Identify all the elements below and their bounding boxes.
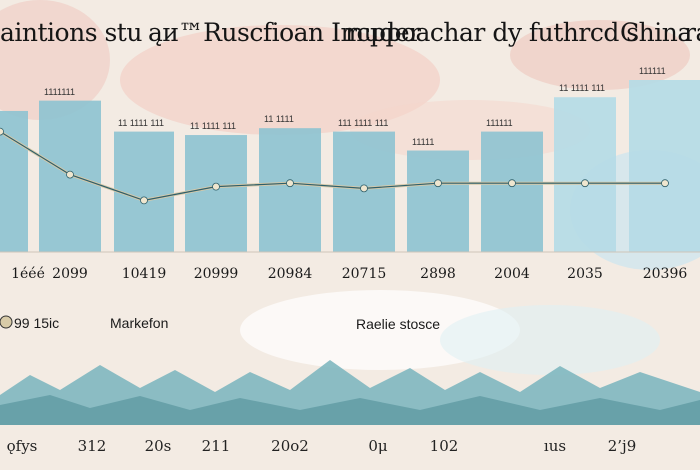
chart-title: aintions stu ąи™Ruscfioan Imuder rcppoac… — [0, 18, 700, 54]
x-tick-label: 20396 — [642, 266, 688, 282]
bar — [481, 131, 543, 252]
bottom-axis-label: 0μ — [368, 437, 388, 455]
line-series-outline — [0, 131, 665, 201]
bar-top-label: 111111 — [639, 66, 666, 76]
bar — [0, 110, 28, 253]
bar-top-label: 11 1111 111 — [118, 117, 165, 128]
bottom-axis-label: ǫfys — [6, 437, 38, 455]
x-tick-label: 2004 — [494, 266, 530, 282]
bottom-axis-label: 102 — [429, 437, 459, 455]
x-tick-label: 20999 — [193, 266, 239, 282]
x-tick-label: 1ééé — [11, 266, 45, 282]
bar-top-label: 11 1111 111 — [559, 83, 606, 94]
x-tick-label: 2099 — [52, 266, 88, 282]
line-point — [212, 182, 220, 191]
bar — [259, 128, 321, 252]
bar-top-label: 11 1111 111 — [190, 121, 237, 132]
title-part: rcppoachar dy futhrcd s — [345, 18, 639, 47]
line-point — [508, 179, 516, 188]
bar — [114, 131, 174, 252]
bar — [629, 80, 700, 252]
bottom-axis-label: 20s — [144, 437, 172, 455]
bar — [407, 150, 469, 252]
title-part: China — [620, 18, 692, 47]
legend-marker — [0, 315, 13, 329]
bottom-axis-label: 20o2 — [271, 437, 309, 455]
x-tick-label: 20984 — [267, 266, 313, 282]
line-point — [140, 196, 148, 205]
bar-top-label: 1111111 — [44, 86, 76, 97]
x-tick-label: 10419 — [121, 266, 167, 282]
legend-left-value: 99 15ic — [14, 315, 60, 331]
bar — [554, 97, 616, 252]
bar — [185, 135, 247, 252]
legend-series-2: Raelie stosce — [356, 316, 441, 332]
title-part: ra — [684, 18, 700, 47]
bottom-axis-label: ıus — [543, 437, 567, 455]
bar-top-label: 111111 — [486, 117, 513, 128]
title-part: aintions stu — [0, 18, 142, 47]
x-tick-label: 2035 — [567, 266, 603, 282]
bottom-axis-label: 211 — [201, 437, 231, 455]
line-point — [434, 179, 442, 188]
line-point — [581, 179, 589, 188]
bar-top-label: 11111 — [412, 136, 435, 147]
bar-top-label: 111 1111 111 — [338, 117, 389, 128]
x-tick-label: 20715 — [341, 266, 387, 282]
line-point — [360, 184, 368, 193]
line-point — [286, 179, 294, 188]
legend-series-1: Markefon — [110, 315, 169, 331]
line-point — [66, 170, 74, 179]
bottom-axis-label: 312 — [77, 437, 107, 455]
x-tick-label: 2898 — [420, 266, 456, 282]
line-point — [0, 127, 4, 136]
line-point — [661, 179, 669, 188]
bottom-axis-label: 2’j9 — [607, 437, 637, 455]
bar-top-label: 11 1111 — [264, 114, 294, 125]
title-part: ąи™Ruscfioan Imuder — [148, 18, 421, 47]
